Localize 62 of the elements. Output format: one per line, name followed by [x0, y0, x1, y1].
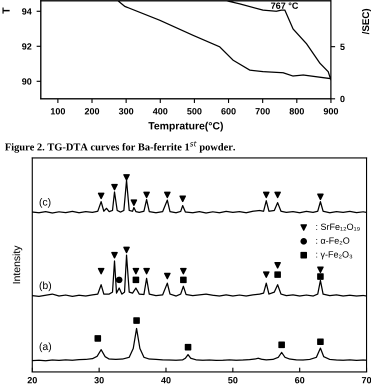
x-tick-label: 300	[118, 108, 134, 114]
point	[274, 271, 281, 278]
x-tick-label: 800	[290, 108, 304, 114]
x-tick-label: 900	[324, 108, 338, 114]
x-tick-label: 400	[152, 108, 168, 114]
annotation: (b)	[40, 281, 52, 292]
point	[98, 268, 104, 274]
y-axis-title: T	[2, 8, 10, 14]
y-tick-label: 90	[22, 78, 32, 85]
point	[317, 338, 324, 346]
point	[180, 276, 187, 284]
point	[98, 192, 104, 200]
legend-label: : γ-Fe₂O₃	[316, 251, 352, 260]
point	[262, 271, 270, 278]
y2-axis-title: /SEC)	[362, 8, 371, 34]
point	[278, 342, 285, 348]
point	[130, 199, 138, 206]
annotation: (c)	[40, 198, 50, 208]
y-tick-label: 92	[22, 43, 32, 50]
point	[132, 268, 140, 274]
x-tick-label: 600	[221, 108, 236, 114]
point	[132, 276, 140, 284]
point	[180, 268, 187, 274]
x-tick-label: 500	[187, 108, 202, 114]
point	[164, 272, 171, 280]
point	[111, 184, 118, 190]
point	[111, 252, 118, 258]
annotation: 767 °C	[271, 2, 298, 9]
x-tick-label: 20	[28, 376, 37, 384]
y-tick-label: 94	[22, 8, 32, 15]
point	[143, 268, 150, 274]
point	[184, 344, 192, 350]
x-tick-label: 60	[295, 376, 304, 384]
point	[143, 192, 150, 198]
point	[317, 194, 324, 200]
x-tick-label: 30	[94, 376, 104, 384]
legend-label: : α-Fe₂O	[316, 237, 350, 244]
point	[116, 276, 122, 284]
x-tick-label: 50	[228, 376, 238, 384]
point	[274, 192, 281, 198]
x-tick-label: 700	[256, 108, 270, 114]
point	[164, 192, 171, 198]
point	[123, 246, 130, 254]
point	[179, 195, 186, 202]
x-tick-label: 200	[84, 108, 100, 114]
x-axis-title: Temprature(°C)	[148, 122, 223, 132]
point	[274, 262, 281, 269]
point	[317, 273, 324, 280]
caption: Figure 2. TG-DTA curves for Ba-ferrite 1$^{st}$ powder.	[5, 141, 236, 153]
y-axis-title: Intensity	[12, 246, 22, 284]
point	[262, 192, 270, 198]
point	[123, 174, 130, 181]
x-tick-label: 70	[362, 376, 371, 384]
point	[94, 335, 102, 342]
x-tick-label: 100	[50, 108, 66, 114]
x-tick-label: 40	[161, 376, 171, 384]
annotation: (a)	[40, 342, 52, 352]
legend-label: : SrFe₁₂O₁₉	[316, 224, 360, 231]
y2-tick-label: 0	[340, 96, 345, 102]
point	[317, 266, 324, 274]
y2-tick-label: 5	[340, 44, 345, 50]
point	[133, 317, 140, 324]
